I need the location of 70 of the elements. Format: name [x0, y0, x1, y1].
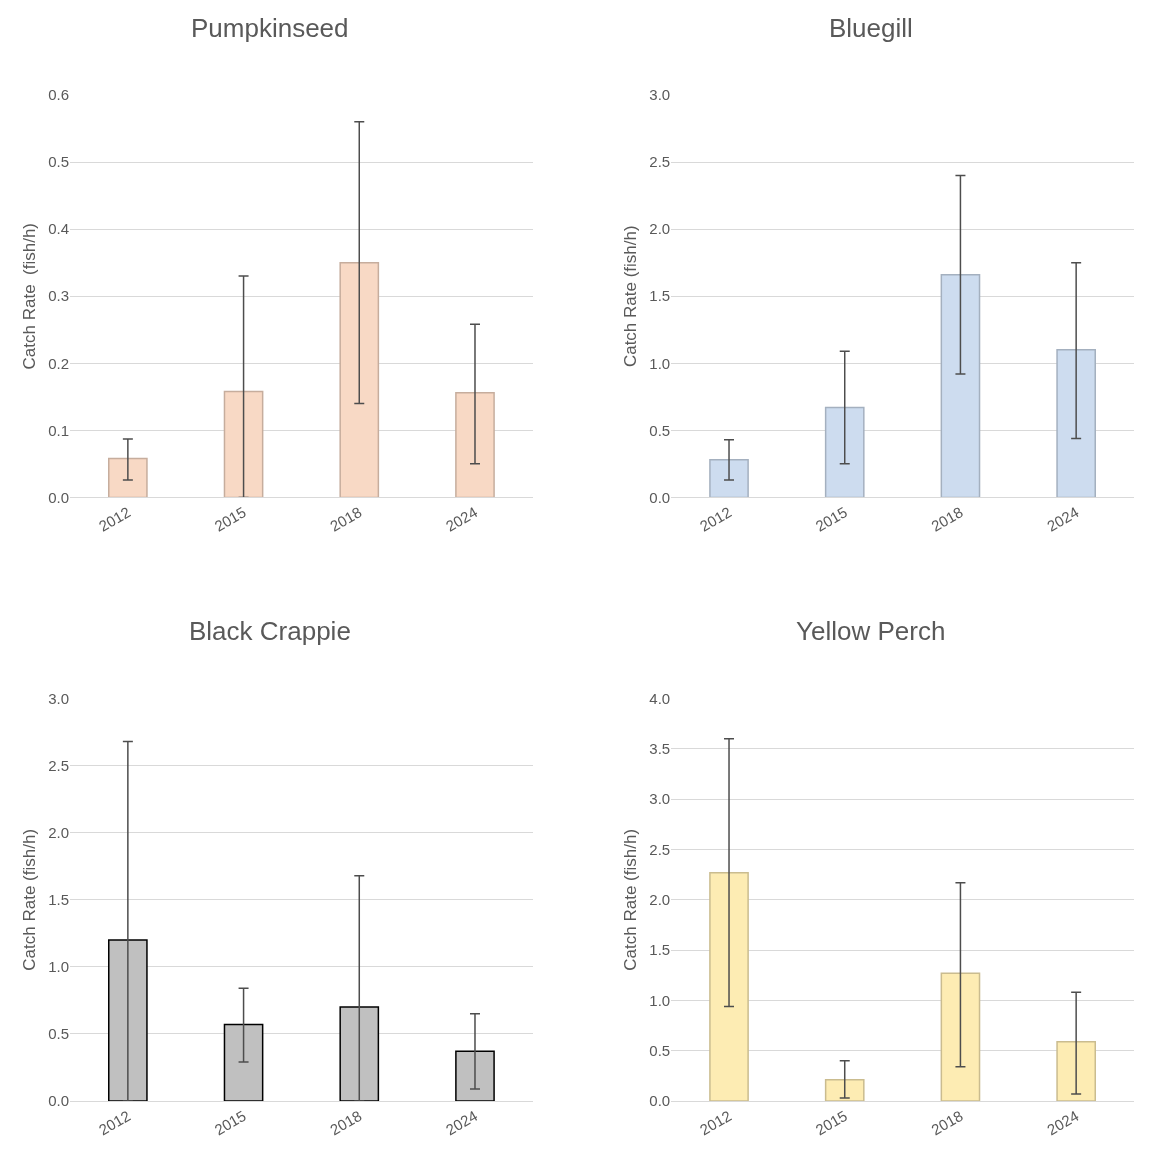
y-tick-label: 0.5 — [48, 153, 69, 171]
y-tick-label: 0.3 — [48, 287, 69, 305]
y-axis-title: Catch Rate (fish/h) — [620, 828, 640, 971]
y-tick-label: 2.0 — [48, 823, 69, 841]
x-tick-label: 2015 — [812, 1106, 850, 1139]
y-tick-label: 3.0 — [649, 790, 671, 808]
bar — [455, 1050, 495, 1101]
y-tick-label: 3.0 — [48, 689, 69, 707]
y-axis-title: Catch Rate (fish/h) — [620, 225, 640, 368]
y-tick-label: 1.0 — [48, 958, 69, 976]
x-tick-label: 2012 — [95, 1106, 134, 1139]
x-tick-label: 2024 — [442, 1106, 481, 1139]
chart-title: Pumpkinseed — [191, 13, 349, 43]
x-tick-label: 2018 — [928, 1106, 966, 1139]
chart-title: Bluegill — [829, 13, 913, 43]
y-axis-title: Catch Rate (fish/h) — [19, 222, 39, 370]
y-tick-label: 1.0 — [649, 991, 671, 1009]
y-tick-label: 0.5 — [649, 421, 671, 439]
bar — [223, 390, 264, 498]
x-tick-label: 2024 — [442, 503, 481, 535]
bar — [339, 261, 380, 498]
y-tick-label: 1.0 — [649, 354, 671, 372]
x-tick-label: 2015 — [812, 503, 850, 535]
bar — [108, 457, 148, 498]
y-tick-label: 0.1 — [48, 421, 69, 439]
x-tick-label: 2015 — [211, 503, 249, 535]
chart-title: Yellow Perch — [796, 616, 946, 646]
bar — [223, 1023, 264, 1101]
x-tick-label: 2018 — [928, 503, 966, 535]
y-tick-label: 2.0 — [649, 220, 671, 238]
y-axis-title: Catch Rate (fish/h) — [19, 828, 39, 971]
x-tick-label: 2024 — [1044, 503, 1082, 535]
bar — [824, 1079, 865, 1101]
bar — [1056, 1040, 1096, 1101]
y-tick-label: 2.5 — [649, 153, 671, 171]
bar — [108, 939, 148, 1101]
y-tick-label: 0.0 — [649, 1092, 671, 1110]
x-tick-label: 2018 — [327, 503, 365, 535]
x-tick-label: 2015 — [211, 1106, 249, 1139]
y-tick-label: 1.5 — [649, 287, 671, 305]
x-tick-label: 2012 — [696, 503, 735, 535]
x-tick-label: 2012 — [696, 1106, 735, 1139]
x-tick-label: 2024 — [1044, 1106, 1082, 1139]
y-tick-label: 0.0 — [48, 488, 69, 506]
bar — [455, 392, 495, 498]
y-tick-label: 3.0 — [649, 86, 671, 104]
bar — [339, 1006, 380, 1101]
x-tick-label: 2018 — [327, 1106, 365, 1139]
bar — [940, 972, 981, 1101]
y-tick-label: 0.4 — [48, 220, 69, 238]
x-tick-label: 2012 — [95, 503, 134, 535]
bar — [1056, 349, 1096, 498]
y-tick-label: 4.0 — [649, 689, 671, 707]
y-tick-label: 0.6 — [48, 86, 69, 104]
y-tick-label: 2.5 — [48, 756, 69, 774]
y-tick-label: 0.0 — [649, 488, 671, 506]
bar — [824, 406, 865, 498]
chart-title: Black Crappie — [189, 616, 351, 646]
y-tick-label: 0.2 — [48, 354, 69, 372]
bar — [709, 871, 749, 1101]
y-tick-label: 2.0 — [649, 891, 671, 909]
y-tick-label: 2.5 — [649, 840, 671, 858]
y-tick-label: 1.5 — [649, 941, 671, 959]
y-tick-label: 0.5 — [649, 1041, 671, 1059]
y-tick-label: 0.5 — [48, 1025, 69, 1043]
y-tick-label: 3.5 — [649, 740, 671, 758]
y-tick-label: 0.0 — [48, 1092, 69, 1110]
y-tick-label: 1.5 — [48, 891, 69, 909]
bar — [940, 273, 981, 498]
bar — [709, 459, 749, 498]
